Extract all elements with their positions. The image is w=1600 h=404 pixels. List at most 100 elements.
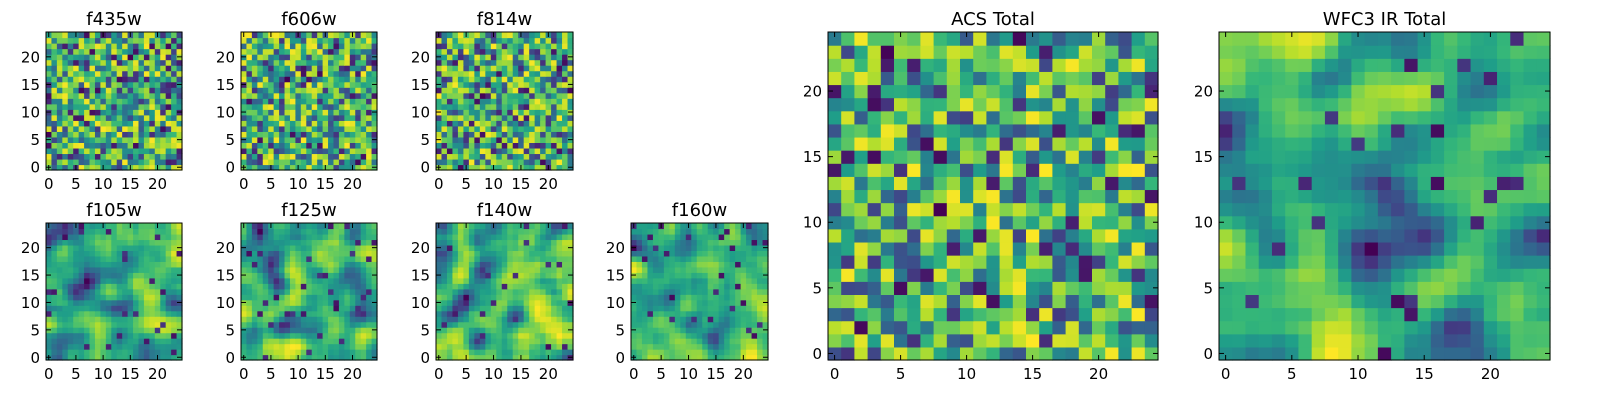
heatmap-cell — [713, 316, 719, 322]
heatmap-cell — [480, 38, 486, 44]
heatmap-cell — [62, 305, 68, 311]
heatmap-cell — [474, 261, 480, 267]
heatmap-cell — [149, 65, 155, 71]
heatmap-cell — [333, 82, 339, 88]
heatmap-cell — [295, 322, 301, 328]
heatmap-cell — [274, 109, 280, 115]
heatmap-cell — [306, 137, 312, 143]
heatmap-cell — [562, 289, 568, 295]
heatmap-cell — [306, 120, 312, 126]
heatmap-cell — [496, 344, 502, 350]
heatmap-cell — [868, 334, 882, 348]
heatmap-cell — [290, 239, 296, 245]
heatmap-cell — [361, 333, 367, 339]
heatmap-cell — [708, 316, 714, 322]
heatmap-cell — [447, 38, 453, 44]
heatmap-cell — [62, 349, 68, 355]
heatmap-cell — [246, 131, 252, 137]
heatmap-cell — [246, 148, 252, 154]
heatmap-cell — [144, 327, 150, 333]
heatmap-cell — [344, 344, 350, 350]
heatmap-cell — [513, 126, 519, 132]
heatmap-cell — [133, 316, 139, 322]
heatmap-cell — [474, 126, 480, 132]
heatmap-cell — [295, 98, 301, 104]
heatmap-cell — [301, 327, 307, 333]
heatmap-cell — [664, 245, 670, 251]
heatmap-cell — [128, 142, 134, 148]
heatmap-cell — [480, 322, 486, 328]
heatmap-cell — [274, 93, 280, 99]
heatmap-cell — [73, 126, 79, 132]
heatmap-cell — [474, 305, 480, 311]
heatmap-cell — [868, 163, 882, 177]
panel-title: f160w — [672, 200, 727, 221]
heatmap-cell — [713, 344, 719, 350]
heatmap-cell — [546, 109, 552, 115]
heatmap-cell — [524, 87, 530, 93]
heatmap-cell — [350, 137, 356, 143]
heatmap-cell — [333, 311, 339, 317]
heatmap-cell — [252, 250, 258, 256]
heatmap-cell — [447, 272, 453, 278]
heatmap-cell — [474, 142, 480, 148]
heatmap-cell — [317, 239, 323, 245]
heatmap-cell — [1039, 163, 1053, 177]
heatmap-cell — [252, 159, 258, 165]
y-tick-label: 0 — [615, 349, 625, 367]
heatmap-cell — [339, 76, 345, 82]
heatmap-cell — [458, 239, 464, 245]
heatmap-cell — [973, 334, 987, 348]
heatmap-cell — [1132, 203, 1146, 217]
heatmap-cell — [84, 333, 90, 339]
x-tick-label: 15 — [511, 365, 530, 383]
heatmap-cell — [474, 289, 480, 295]
heatmap-cell — [339, 311, 345, 317]
heatmap-cell — [290, 159, 296, 165]
heatmap-cell — [84, 76, 90, 82]
heatmap-cell — [557, 327, 563, 333]
heatmap-cell — [463, 142, 469, 148]
heatmap-cell — [252, 43, 258, 49]
heatmap-cell — [708, 234, 714, 240]
heatmap-cell — [702, 322, 708, 328]
heatmap-cell — [117, 316, 123, 322]
heatmap-cell — [285, 294, 291, 300]
heatmap-cell — [274, 43, 280, 49]
heatmap-cell — [166, 338, 172, 344]
heatmap-cell — [636, 250, 642, 256]
heatmap-cell — [546, 104, 552, 110]
heatmap-cell — [540, 250, 546, 256]
heatmap-cell — [1105, 203, 1119, 217]
heatmap-cell — [366, 131, 372, 137]
heatmap-cell — [540, 126, 546, 132]
heatmap-cell — [686, 327, 692, 333]
heatmap-cell — [1000, 189, 1014, 203]
heatmap-cell — [117, 43, 123, 49]
heatmap-cell — [155, 98, 161, 104]
heatmap-cell — [513, 159, 519, 165]
heatmap-cell — [1118, 255, 1132, 269]
heatmap-cell — [263, 250, 269, 256]
heatmap-cell — [708, 228, 714, 234]
heatmap-cell — [350, 120, 356, 126]
heatmap-cell — [507, 148, 513, 154]
heatmap-cell — [647, 245, 653, 251]
heatmap-cell — [502, 65, 508, 71]
heatmap-cell — [100, 327, 106, 333]
heatmap-cell — [507, 49, 513, 55]
heatmap-cell — [868, 268, 882, 282]
heatmap-cell — [344, 54, 350, 60]
heatmap-cell — [355, 316, 361, 322]
heatmap-cell — [73, 159, 79, 165]
heatmap-cell — [535, 256, 541, 262]
heatmap-cell — [133, 131, 139, 137]
heatmap-cell — [562, 344, 568, 350]
heatmap-cell — [1079, 321, 1093, 335]
heatmap-cell — [551, 115, 557, 121]
heatmap-cell — [551, 322, 557, 328]
heatmap-cell — [447, 126, 453, 132]
heatmap-cell — [1026, 163, 1040, 177]
heatmap-cell — [653, 256, 659, 262]
heatmap-cell — [502, 272, 508, 278]
